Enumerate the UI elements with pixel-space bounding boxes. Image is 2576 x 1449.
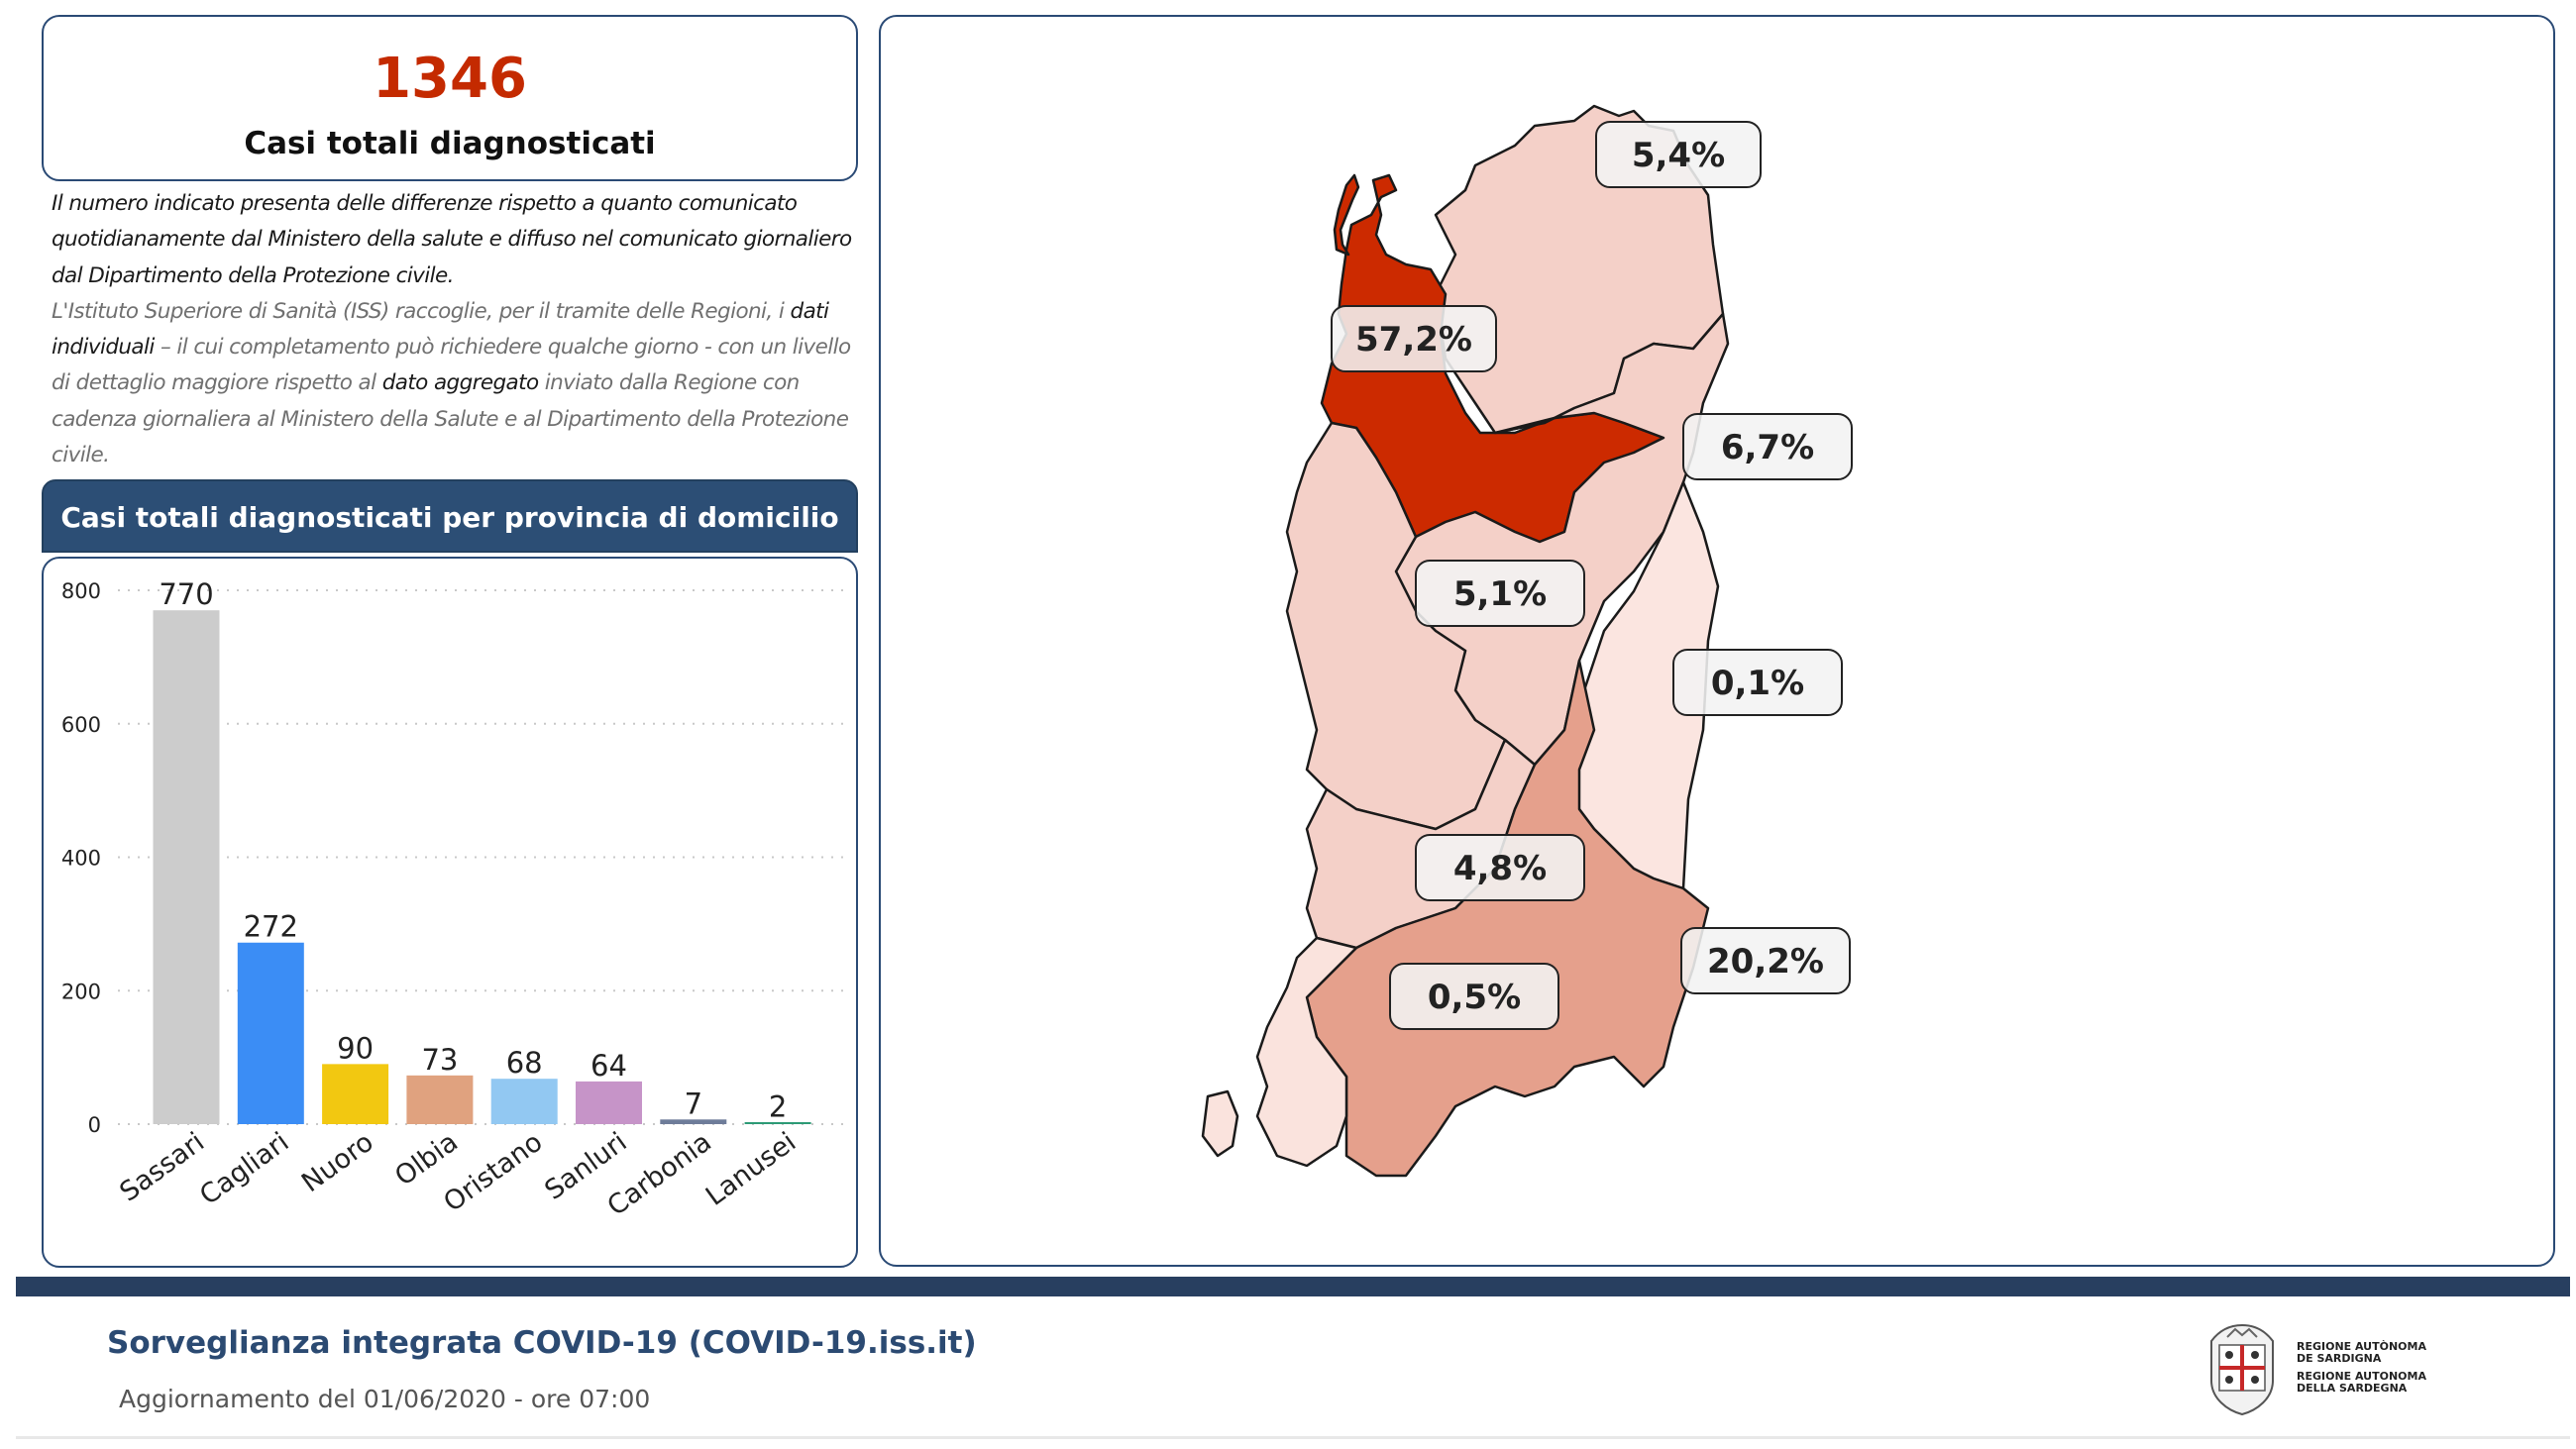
regione-sardegna-logo: REGIONE AUTÒNOMA DE SARDIGNA REGIONE AUT… xyxy=(2198,1319,2435,1418)
total-cases-label: Casi totali diagnosticati xyxy=(244,126,656,161)
map-label-box-cagliari xyxy=(1680,927,1851,994)
chart-header: Casi totali diagnosticati per provincia … xyxy=(42,479,858,553)
map-label-oristano: 5,1% xyxy=(1453,574,1547,614)
map-label-sanluri: 4,8% xyxy=(1453,849,1547,888)
map-label-sassari: 57,2% xyxy=(1355,320,1472,360)
map-label-olbia: 5,4% xyxy=(1632,136,1725,175)
bar-carbonia xyxy=(660,1119,727,1124)
total-cases-card: 1346 Casi totali diagnosticati xyxy=(42,15,858,181)
footer-divider xyxy=(16,1436,2570,1439)
island-asinara xyxy=(1333,173,1360,257)
note-paragraph-1: Il numero indicato presenta delle differ… xyxy=(52,191,852,288)
update-timestamp: Aggiornamento del 01/06/2020 - ore 07:00 xyxy=(119,1385,651,1413)
x-tick-label: Lanusei xyxy=(700,1127,802,1212)
y-tick-label: 600 xyxy=(61,713,101,737)
bar-chart-card: 0 200 400 600 800 770 Sassari 272 Cagliari 90 Nuor… xyxy=(42,557,858,1268)
map-label-box-nuoro xyxy=(1682,413,1853,480)
logo-line-3: REGIONE AUTONOMA xyxy=(2297,1370,2426,1383)
y-tick-label: 400 xyxy=(61,847,101,871)
logo-line-4: DELLA SARDEGNA xyxy=(2297,1382,2408,1395)
y-tick-label: 0 xyxy=(88,1113,101,1137)
logo-text: REGIONE AUTÒNOMA DE SARDIGNA REGIONE AUT… xyxy=(2297,1341,2426,1395)
data-label: 7 xyxy=(685,1087,702,1120)
x-tick-label: Cagliari xyxy=(194,1127,294,1211)
bar-sassari xyxy=(153,610,220,1124)
map-label-lanusei: 0,1% xyxy=(1711,664,1804,703)
bar-olbia xyxy=(406,1075,474,1124)
chart-title: Casi totali diagnosticati per provincia … xyxy=(60,501,839,534)
y-tick-label: 200 xyxy=(61,980,101,1003)
map-card: 5,4% 57,2% 6,7% 5,1% 0,1% 4,8% 20,2% 0,5% xyxy=(879,15,2555,1267)
data-label: 90 xyxy=(337,1031,374,1065)
map-label-nuoro: 6,7% xyxy=(1721,428,1814,467)
coat-of-arms-icon xyxy=(2210,1323,2274,1416)
footer-bar xyxy=(16,1277,2570,1296)
y-tick-label: 800 xyxy=(61,579,101,603)
map-label-box-sassari xyxy=(1331,305,1497,372)
map-label-box-lanusei xyxy=(1672,649,1843,716)
logo-line-1: REGIONE AUTÒNOMA xyxy=(2297,1340,2426,1353)
bar-nuoro xyxy=(322,1064,389,1124)
total-cases-value: 1346 xyxy=(373,47,527,111)
map-label-box-sanluri xyxy=(1415,834,1585,901)
map-label-box-carbonia xyxy=(1389,963,1559,1030)
province-carbonia[interactable] xyxy=(1255,936,1358,1168)
data-label: 272 xyxy=(244,910,298,944)
bar-oristano xyxy=(490,1079,558,1124)
bar-sanluri xyxy=(576,1081,642,1124)
logo-line-2: DE SARDIGNA xyxy=(2297,1352,2382,1365)
x-tick-label: Sassari xyxy=(114,1127,210,1208)
footer-title: Sorveglianza integrata COVID-19 (COVID-1… xyxy=(107,1325,977,1361)
island-sant-antioco xyxy=(1201,1089,1239,1158)
data-label: 770 xyxy=(159,577,213,611)
data-label: 73 xyxy=(421,1043,458,1077)
bar-cagliari xyxy=(237,942,304,1124)
map-label-carbonia: 0,5% xyxy=(1428,978,1521,1017)
x-tick-label: Nuoro xyxy=(296,1127,379,1199)
data-note: Il numero indicato presenta delle differ… xyxy=(52,186,854,473)
data-label: 2 xyxy=(769,1090,787,1124)
data-label: 68 xyxy=(506,1046,543,1080)
data-label: 64 xyxy=(590,1049,627,1083)
map-label-box-olbia xyxy=(1595,121,1762,188)
sardinia-map: 5,4% 57,2% 6,7% 5,1% 0,1% 4,8% 20,2% 0,5% xyxy=(1201,104,1853,1178)
bar-lanusei xyxy=(744,1122,811,1124)
map-label-box-oristano xyxy=(1415,560,1585,627)
map-label-layer: 5,4% 57,2% 6,7% 5,1% 0,1% 4,8% 20,2% 0,5% xyxy=(1331,121,1853,1030)
bar-chart: 0 200 400 600 800 770 Sassari 272 Cagliari 90 Nuor… xyxy=(61,577,846,1222)
note-paragraph-2: L'Istituto Superiore di Sanità (ISS) rac… xyxy=(52,298,851,468)
map-label-cagliari: 20,2% xyxy=(1707,942,1824,982)
